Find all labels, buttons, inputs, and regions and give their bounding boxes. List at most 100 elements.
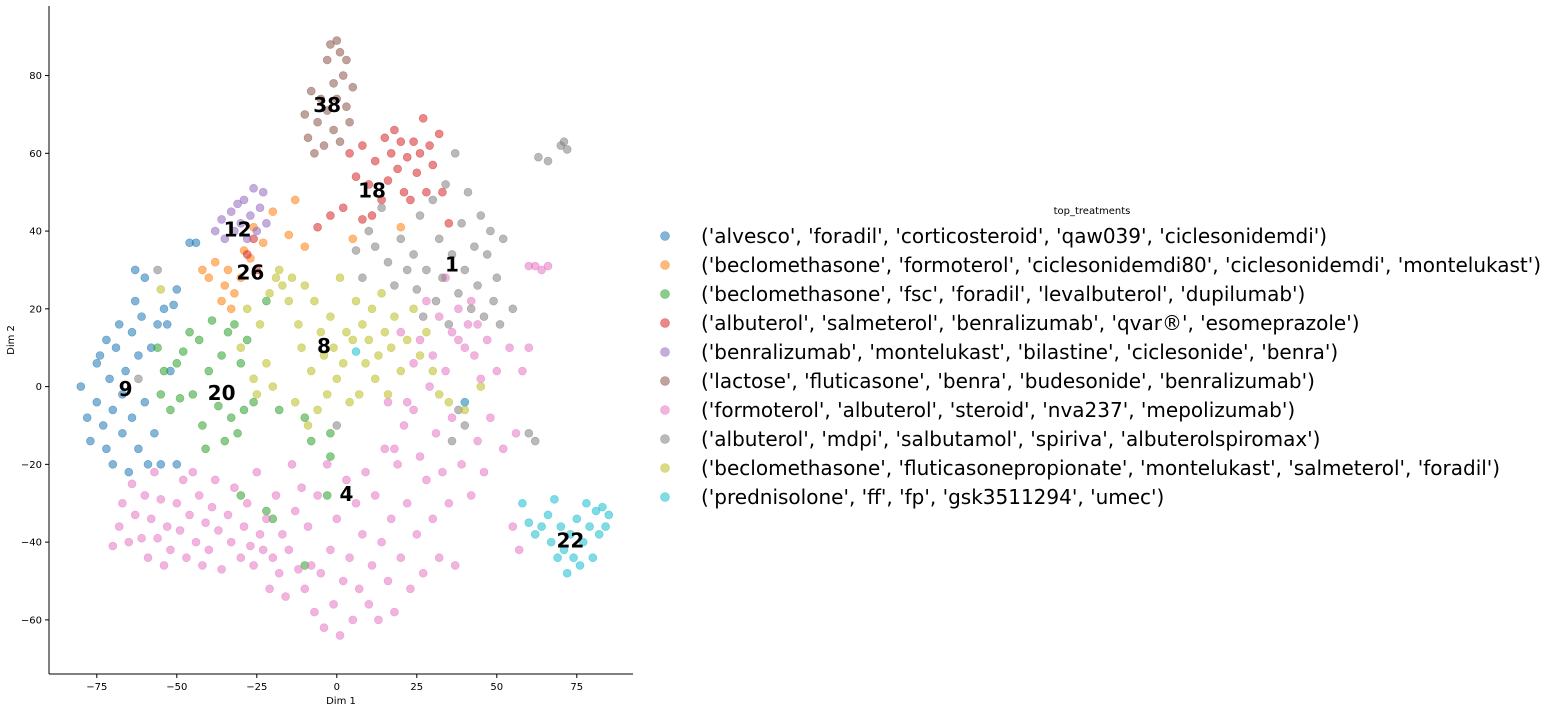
data-point bbox=[508, 304, 518, 314]
data-point bbox=[175, 526, 185, 535]
data-point bbox=[287, 273, 297, 283]
data-point bbox=[172, 285, 182, 294]
data-point bbox=[399, 421, 409, 430]
data-point bbox=[188, 390, 198, 399]
data-point bbox=[82, 413, 92, 423]
data-point bbox=[143, 553, 153, 562]
data-point bbox=[415, 452, 425, 461]
data-point bbox=[322, 491, 332, 500]
data-point bbox=[127, 479, 137, 489]
data-point bbox=[223, 510, 233, 520]
data-point bbox=[543, 510, 553, 520]
data-point bbox=[252, 467, 262, 477]
data-point bbox=[242, 498, 252, 508]
data-point bbox=[249, 184, 258, 193]
data-point bbox=[329, 600, 338, 609]
data-point bbox=[134, 444, 143, 454]
data-point bbox=[450, 149, 460, 158]
data-point bbox=[409, 304, 418, 314]
data-point bbox=[402, 397, 412, 407]
data-point bbox=[476, 211, 486, 220]
data-point bbox=[226, 413, 236, 423]
data-point bbox=[434, 553, 444, 562]
data-point bbox=[479, 312, 489, 321]
data-point bbox=[402, 152, 412, 162]
data-point bbox=[422, 265, 431, 275]
data-point bbox=[486, 226, 495, 236]
data-point bbox=[578, 537, 588, 547]
data-point bbox=[342, 102, 351, 111]
data-point bbox=[454, 335, 463, 345]
x-ticks: −75 −50 −25 0 25 50 75 bbox=[86, 674, 583, 693]
legend-marker bbox=[660, 260, 670, 270]
data-point bbox=[194, 491, 204, 500]
data-point bbox=[543, 261, 553, 271]
data-point bbox=[466, 304, 476, 314]
data-point bbox=[463, 187, 473, 197]
data-point bbox=[268, 382, 278, 391]
data-point bbox=[377, 537, 386, 547]
data-point bbox=[351, 498, 361, 508]
data-point bbox=[294, 320, 303, 329]
data-point bbox=[409, 250, 418, 259]
data-point bbox=[537, 265, 546, 275]
series-4 bbox=[210, 184, 271, 244]
data-point bbox=[150, 428, 159, 438]
data-point bbox=[396, 553, 406, 562]
data-point bbox=[332, 94, 342, 104]
cluster-label: 22 bbox=[556, 529, 584, 553]
data-point bbox=[428, 351, 438, 360]
legend-items: ('alvesco', 'foradil', 'corticosteroid',… bbox=[660, 224, 1541, 509]
data-point bbox=[102, 335, 111, 345]
data-point bbox=[236, 219, 246, 228]
data-point bbox=[300, 110, 310, 119]
data-point bbox=[143, 460, 153, 469]
legend-item: ('formoterol', 'albuterol', 'steroid', '… bbox=[660, 398, 1295, 422]
data-point bbox=[332, 374, 342, 384]
data-point bbox=[297, 483, 306, 492]
data-point bbox=[460, 265, 470, 275]
data-point bbox=[313, 222, 322, 232]
data-point bbox=[166, 405, 175, 415]
data-point bbox=[322, 460, 332, 469]
data-point bbox=[329, 125, 338, 135]
data-point bbox=[178, 347, 188, 356]
data-point bbox=[105, 374, 114, 384]
data-point bbox=[169, 300, 178, 310]
data-point bbox=[210, 257, 220, 267]
data-point bbox=[370, 242, 380, 251]
data-point bbox=[386, 343, 396, 353]
data-point bbox=[306, 561, 316, 570]
data-point bbox=[338, 71, 348, 80]
data-point bbox=[102, 444, 111, 454]
data-point bbox=[278, 281, 287, 290]
data-point bbox=[380, 133, 390, 143]
data-point bbox=[313, 117, 322, 127]
data-point bbox=[159, 366, 169, 376]
data-point bbox=[130, 265, 140, 275]
data-point bbox=[134, 374, 143, 384]
data-point bbox=[95, 351, 105, 360]
data-point bbox=[415, 351, 425, 360]
data-point bbox=[415, 335, 425, 345]
data-point bbox=[524, 343, 534, 353]
legend-item: ('albuterol', 'salmeterol', 'benralizuma… bbox=[660, 311, 1360, 335]
data-point bbox=[514, 545, 524, 555]
data-point bbox=[201, 518, 210, 527]
data-point bbox=[156, 495, 166, 504]
data-point bbox=[454, 304, 463, 314]
data-point bbox=[390, 312, 399, 321]
data-point bbox=[332, 421, 342, 430]
points-layer bbox=[76, 36, 614, 640]
data-point bbox=[210, 226, 220, 236]
data-point bbox=[447, 250, 457, 259]
legend-label: ('beclomethasone', 'fluticasonepropionat… bbox=[701, 456, 1500, 480]
data-point bbox=[402, 335, 412, 345]
data-point bbox=[306, 86, 316, 96]
data-point bbox=[111, 343, 121, 353]
data-point bbox=[428, 160, 438, 170]
legend-label: ('albuterol', 'salmeterol', 'benralizuma… bbox=[701, 311, 1360, 335]
data-point bbox=[348, 335, 358, 345]
data-point bbox=[444, 498, 454, 508]
